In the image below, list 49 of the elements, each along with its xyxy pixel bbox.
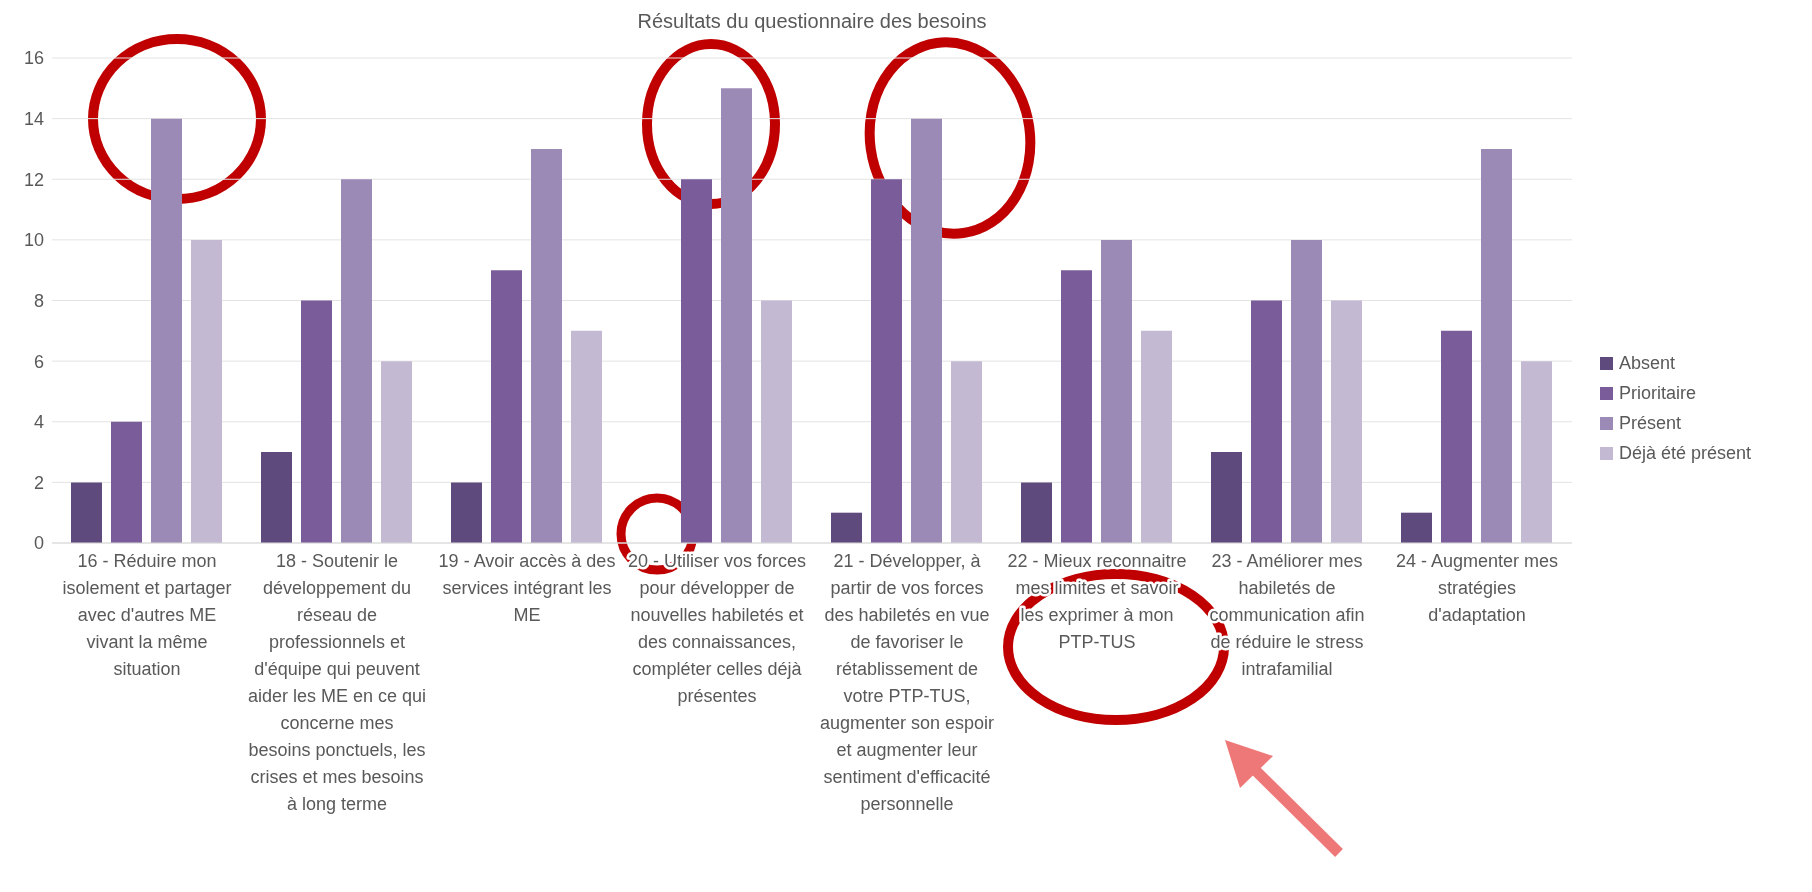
bar: [1251, 300, 1282, 543]
bar: [451, 482, 482, 543]
y-tick-label: 8: [33, 290, 44, 311]
bar: [1061, 270, 1092, 543]
bar: [951, 361, 982, 543]
x-tick-label: 19 - Avoir accès à des services intégrant les ME: [438, 551, 616, 625]
bar: [491, 270, 522, 543]
y-tick-label: 16: [23, 48, 44, 69]
bar: [191, 239, 222, 543]
bar: [341, 179, 372, 543]
x-tick-label: 24 - Augmenter mes stratégies d'adaptation: [1395, 551, 1559, 625]
y-tick-label: 4: [33, 412, 44, 433]
category-label: 21 - Développer, à partir de vos forces des habiletés en vue de favoriser le rétablissement de votre PTP-TUS, augmenter son espoir et augmenter leur sentiment d'efficacité personnelle: [819, 551, 995, 814]
bar: [911, 118, 942, 543]
bar: [831, 512, 862, 543]
bar: [531, 148, 562, 543]
bar: [721, 88, 752, 543]
y-tick-label: 14: [23, 109, 44, 130]
legend-label: Prioritaire: [1618, 382, 1698, 405]
bar: [871, 179, 902, 543]
bar: [261, 452, 292, 543]
bar: [1521, 361, 1552, 543]
y-tick-label: 10: [23, 230, 44, 251]
bar: [1401, 512, 1432, 543]
bar: [1101, 239, 1132, 543]
bar: [761, 300, 792, 543]
bar: [1481, 148, 1512, 543]
bar: [1141, 330, 1172, 543]
bar: [1211, 452, 1242, 543]
bar: [71, 482, 102, 543]
legend-label: Déjà été présent: [1618, 442, 1752, 465]
bar: [381, 361, 412, 543]
chart-title: Résultats du questionnaire des besoins: [636, 10, 988, 33]
legend-label: Présent: [1618, 412, 1683, 435]
y-tick-label: 2: [33, 472, 44, 493]
bar: [151, 118, 182, 543]
bar: [1291, 239, 1322, 543]
bar: [1021, 482, 1052, 543]
y-tick-label: 6: [33, 351, 44, 372]
y-tick-label: 12: [23, 169, 44, 190]
bar: [301, 300, 332, 543]
bar: [111, 421, 142, 543]
y-tick-label: 0: [33, 533, 44, 554]
x-tick-label: 16 - Réduire mon isolement et partager avec d'autres ME vivant la même situation: [62, 551, 232, 679]
bar: [1331, 300, 1362, 543]
legend-label: Absent: [1618, 352, 1677, 375]
bar: [571, 330, 602, 543]
bar: [1441, 330, 1472, 543]
category-label: 18 - Soutenir le développement du réseau de professionnels et d'équipe qui peuvent aider les ME en ce qui concerne mes besoins ponctuels, les crises et mes besoins à long terme: [247, 551, 427, 814]
